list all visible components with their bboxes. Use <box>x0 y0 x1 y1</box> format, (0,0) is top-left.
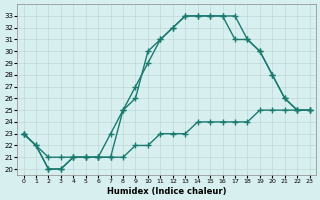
X-axis label: Humidex (Indice chaleur): Humidex (Indice chaleur) <box>107 187 226 196</box>
